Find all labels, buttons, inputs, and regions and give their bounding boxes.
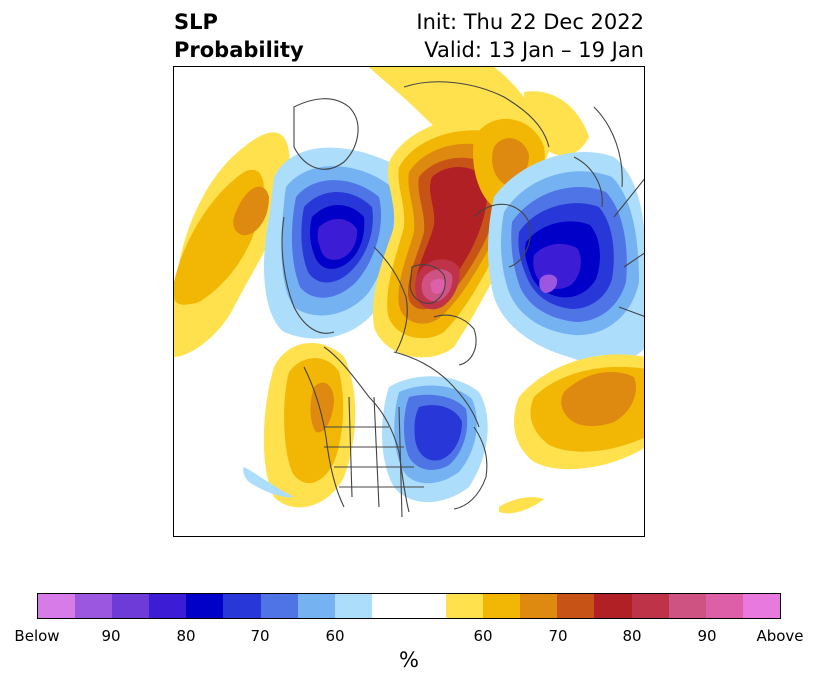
coastlines <box>281 81 644 518</box>
init-date: Init: Thu 22 Dec 2022 <box>416 10 644 34</box>
colorbar-swatch <box>408 594 447 618</box>
colorbar-swatch <box>557 594 595 618</box>
colorbar-swatch <box>594 594 632 618</box>
colorbar-swatch <box>223 594 261 618</box>
colorbar-label-above-80: 80 <box>622 627 642 645</box>
colorbar-swatch <box>371 594 409 618</box>
colorbar-label-below-80: 80 <box>176 627 196 645</box>
probability-map <box>173 66 645 537</box>
title-left: SLP Probability <box>174 8 304 64</box>
colorbar-swatch <box>483 594 521 618</box>
colorbar-label-above: Above <box>756 627 804 645</box>
colorbar-swatch <box>668 594 706 618</box>
colorbar-label-below-90: 90 <box>101 627 121 645</box>
colorbar-swatch <box>297 594 335 618</box>
colorbar-swatch <box>75 594 113 618</box>
colorbar-swatch <box>112 594 150 618</box>
colorbar-label-below-60: 60 <box>325 627 345 645</box>
colorbar-label-above-90: 90 <box>697 627 717 645</box>
colorbar-swatch <box>186 594 224 618</box>
colorbar-swatch <box>38 594 76 618</box>
colorbar-label-above-70: 70 <box>548 627 568 645</box>
colorbar-units: % <box>399 648 419 672</box>
colorbar-label-below-70: 70 <box>250 627 270 645</box>
colorbar-swatch <box>742 594 780 618</box>
colorbar-swatch <box>631 594 669 618</box>
title-variable: SLP <box>174 10 218 34</box>
colorbar <box>37 593 781 619</box>
title-type: Probability <box>174 38 304 62</box>
colorbar-swatch <box>149 594 187 618</box>
title-right: Init: Thu 22 Dec 2022 Valid: 13 Jan – 19… <box>416 8 644 64</box>
colorbar-swatch <box>520 594 558 618</box>
colorbar-label-below: Below <box>14 627 60 645</box>
valid-range: Valid: 13 Jan – 19 Jan <box>424 38 644 62</box>
colorbar-swatch <box>334 594 372 618</box>
colorbar-swatch <box>705 594 743 618</box>
map-canvas <box>174 67 644 518</box>
colorbar-label-above-60: 60 <box>473 627 493 645</box>
colorbar-swatch <box>260 594 298 618</box>
colorbar-swatch <box>446 594 484 618</box>
